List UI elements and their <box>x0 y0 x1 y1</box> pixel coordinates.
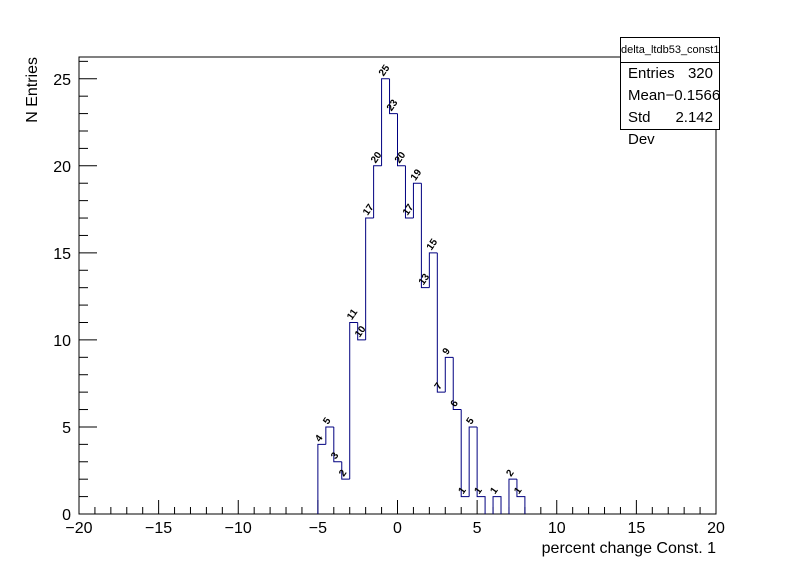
histogram-bin <box>317 443 326 514</box>
x-tick-label: 20 <box>707 520 725 537</box>
bin-label: 7 <box>433 381 445 392</box>
x-axis-title: percent change Const. 1 <box>542 540 716 557</box>
x-tick-label: 0 <box>393 520 402 537</box>
stats-value: 320 <box>687 65 713 82</box>
y-tick-label: 20 <box>53 159 71 176</box>
y-tick-label: 5 <box>62 420 71 437</box>
bin-label: 13 <box>417 272 433 288</box>
histogram-bins <box>317 78 526 514</box>
histogram-bin <box>468 426 478 497</box>
stats-row-mean: Mean −0.1566 <box>621 85 721 107</box>
histogram-bin <box>428 252 438 288</box>
stats-label: Mean <box>628 87 666 104</box>
histogram-bin <box>333 426 342 463</box>
histogram-bin <box>341 461 350 480</box>
histogram-bin <box>404 165 414 219</box>
histogram-bin <box>389 78 398 115</box>
y-axis-tick-labels: 0 5 10 15 20 25 <box>53 72 71 524</box>
stats-row-std-dev: Std Dev 2.142 <box>621 107 719 148</box>
bin-label: 1 <box>512 485 524 496</box>
bin-label: 2 <box>504 468 516 479</box>
y-tick-label: 15 <box>53 246 71 263</box>
histogram-bin <box>349 321 358 480</box>
x-tick-label: −20 <box>65 520 92 537</box>
bin-label: 3 <box>329 450 341 461</box>
bin-label: 1 <box>488 485 500 496</box>
x-axis-ticks <box>78 500 717 514</box>
bin-label: 1 <box>457 485 469 496</box>
histogram-bin <box>444 356 454 393</box>
y-tick-label: 25 <box>53 72 71 89</box>
x-tick-label: 15 <box>627 520 645 537</box>
stats-value: −0.1566 <box>665 87 721 104</box>
bin-label: 5 <box>465 415 477 426</box>
histogram-bin <box>381 78 390 166</box>
histogram-bin <box>412 182 422 219</box>
bin-label: 5 <box>321 415 333 426</box>
histogram-bin <box>508 478 517 514</box>
bin-label: 15 <box>425 237 441 253</box>
histogram-bin <box>452 357 462 411</box>
histogram-bin <box>492 496 502 514</box>
stats-title: delta_ltdb53_const1_temp <box>621 38 719 63</box>
x-tick-label: 10 <box>548 520 566 537</box>
stats-value: 2.142 <box>675 109 713 126</box>
bin-label: 23 <box>385 98 401 114</box>
x-tick-label: −5 <box>309 520 327 537</box>
bin-label: 20 <box>369 150 385 166</box>
histogram-bin <box>397 113 406 167</box>
y-axis-ticks <box>79 60 97 515</box>
histogram-bin <box>325 426 334 445</box>
x-tick-label: 5 <box>473 520 482 537</box>
y-tick-label: 10 <box>53 333 71 350</box>
bin-label: 19 <box>409 167 425 183</box>
x-tick-label: −10 <box>225 520 252 537</box>
bin-label: 11 <box>345 307 360 322</box>
histogram-bin <box>357 322 366 341</box>
stats-row-entries: Entries 320 <box>621 63 719 85</box>
bin-label: 10 <box>353 324 369 340</box>
y-tick-label: 0 <box>62 507 71 524</box>
x-axis-tick-labels: −20 −15 −10 −5 0 5 10 15 20 <box>65 520 725 537</box>
bin-label: 4 <box>313 433 325 444</box>
y-axis-title: N Entries <box>24 57 41 123</box>
stats-box: delta_ltdb53_const1_temp Entries 320 Mea… <box>620 37 721 148</box>
histogram-bin <box>460 409 470 498</box>
bin-label: 2 <box>337 468 349 479</box>
bin-label: 20 <box>393 150 409 166</box>
bin-label: 9 <box>441 346 453 357</box>
bin-label: 17 <box>361 202 377 218</box>
stats-label: Entries <box>628 65 675 82</box>
bin-label: 17 <box>401 202 417 218</box>
bin-label: 1 <box>473 485 485 496</box>
histogram-bin <box>436 252 446 393</box>
histogram-bin <box>420 183 430 289</box>
histogram-bin <box>476 426 486 514</box>
bin-label: 6 <box>449 398 461 409</box>
histogram-bin <box>365 217 374 340</box>
stats-label: Std Dev <box>628 109 655 148</box>
x-tick-label: −15 <box>145 520 172 537</box>
histogram-bin <box>373 165 382 219</box>
histogram-bin <box>516 479 526 514</box>
bin-label: 25 <box>377 63 393 79</box>
